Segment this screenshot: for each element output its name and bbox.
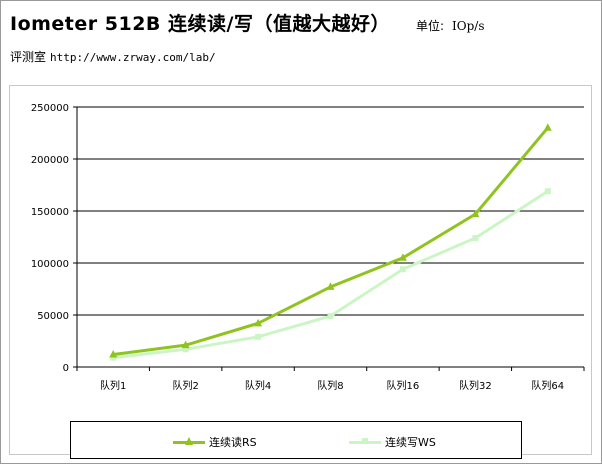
chart-legend: 连续读RS 连续写WS: [70, 421, 522, 459]
square-marker-icon: [362, 438, 368, 444]
y-tick-label: 200000: [31, 155, 69, 166]
data-point-triangle: [398, 253, 407, 261]
series-line-0: [113, 126, 549, 357]
x-tick-label: 队列64: [531, 379, 564, 392]
chart-title: Iometer 512B 连续读/写（值越大越好）: [10, 13, 390, 35]
data-point-square: [399, 266, 406, 273]
legend-item-read: 连续读RS: [173, 434, 257, 450]
data-point-triangle: [543, 123, 552, 131]
source-label: 评测室: [10, 50, 47, 64]
x-tick-label: 队列32: [459, 379, 492, 392]
data-point-triangle: [254, 318, 263, 327]
source-url: http://www.zrway.com/lab/: [50, 51, 216, 64]
data-point-triangle: [109, 350, 118, 358]
triangle-marker-icon: [185, 437, 193, 445]
legend-label-read: 连续读RS: [209, 436, 257, 449]
unit-label-group: 单位: IOp/s: [416, 17, 485, 34]
y-tick-label: 250000: [31, 103, 69, 114]
data-point-square: [255, 333, 262, 340]
x-tick-label: 队列8: [317, 379, 343, 392]
unit-value: IOp/s: [452, 19, 485, 33]
legend-label-write: 连续写WS: [385, 436, 436, 449]
data-point-triangle: [326, 282, 335, 290]
y-tick-label: 150000: [31, 207, 69, 218]
x-tick-label: 队列2: [172, 379, 198, 392]
legend-item-write: 连续写WS: [349, 434, 436, 450]
data-point-square: [110, 354, 117, 361]
y-tick-label: 50000: [37, 311, 69, 322]
data-point-square: [182, 346, 189, 353]
x-tick-label: 队列1: [100, 379, 126, 392]
x-tick-label: 队列16: [387, 379, 420, 392]
data-point-triangle: [471, 209, 480, 218]
x-tick-label: 队列4: [245, 379, 271, 392]
data-point-square: [472, 235, 479, 242]
data-point-square: [544, 188, 551, 195]
legend-swatch-read: [173, 437, 205, 447]
y-tick-label: 100000: [31, 259, 69, 270]
series-line-1: [113, 189, 549, 360]
legend-swatch-write: [349, 437, 381, 447]
data-point-triangle: [181, 340, 190, 349]
data-point-square: [327, 313, 334, 320]
source-line: 评测室 http://www.zrway.com/lab/: [10, 48, 216, 65]
y-tick-label: 0: [63, 363, 69, 374]
unit-label: 单位:: [416, 19, 445, 33]
